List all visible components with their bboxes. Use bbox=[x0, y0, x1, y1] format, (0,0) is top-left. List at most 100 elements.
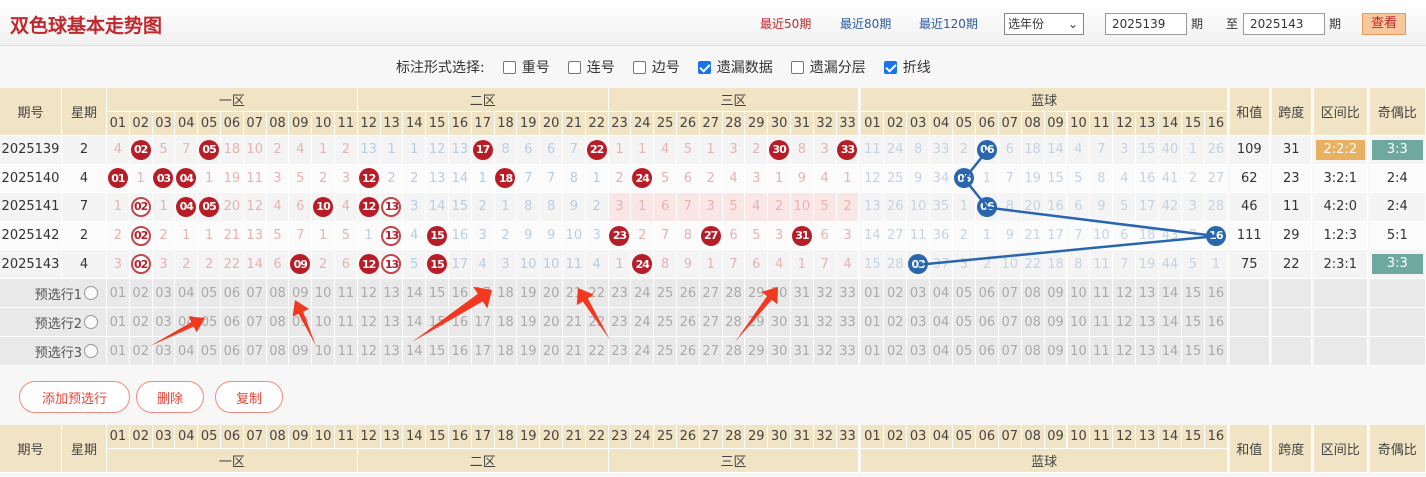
preselect-number[interactable]: 32 bbox=[813, 337, 837, 366]
preselect-number[interactable]: 21 bbox=[563, 279, 586, 308]
preselect-number[interactable]: 07 bbox=[243, 308, 267, 337]
option-checkbox[interactable] bbox=[697, 60, 711, 74]
preselect-number[interactable]: 13 bbox=[380, 308, 404, 337]
preselect-number[interactable]: 07 bbox=[243, 279, 267, 308]
preselect-number[interactable]: 03 bbox=[907, 279, 931, 308]
preselect-number[interactable]: 14 bbox=[1159, 279, 1182, 308]
preselect-number[interactable]: 02 bbox=[129, 279, 153, 308]
preselect-number[interactable]: 13 bbox=[380, 279, 404, 308]
preselect-number[interactable]: 25 bbox=[654, 279, 677, 308]
preselect-number[interactable]: 01 bbox=[107, 337, 130, 366]
preselect-number[interactable]: 11 bbox=[1090, 308, 1114, 337]
preselect-number[interactable]: 12 bbox=[357, 337, 381, 366]
option-label[interactable]: 遗漏分层 bbox=[809, 60, 866, 76]
preselect-number[interactable]: 01 bbox=[107, 308, 130, 337]
preselect-number[interactable]: 05 bbox=[953, 279, 976, 308]
preselect-radio[interactable] bbox=[84, 344, 98, 358]
preselect-number[interactable]: 04 bbox=[175, 337, 199, 366]
preselect-number[interactable]: 01 bbox=[861, 308, 885, 337]
preselect-number[interactable]: 29 bbox=[745, 279, 769, 308]
preselect-number[interactable]: 31 bbox=[791, 308, 814, 337]
preselect-number[interactable]: 32 bbox=[813, 279, 837, 308]
preselect-number[interactable]: 11 bbox=[335, 308, 358, 337]
preselect-number[interactable]: 10 bbox=[312, 308, 335, 337]
preselect-number[interactable]: 13 bbox=[380, 337, 404, 366]
recent-80-link[interactable]: 最近80期 bbox=[840, 17, 892, 31]
preselect-number[interactable]: 16 bbox=[449, 279, 472, 308]
preselect-number[interactable]: 24 bbox=[631, 308, 655, 337]
preselect-number[interactable]: 13 bbox=[1136, 279, 1160, 308]
preselect-number[interactable]: 06 bbox=[975, 279, 999, 308]
preselect-number[interactable]: 10 bbox=[312, 279, 335, 308]
preselect-number[interactable]: 28 bbox=[722, 337, 746, 366]
preselect-number[interactable]: 15 bbox=[426, 337, 449, 366]
preselect-number[interactable]: 09 bbox=[1044, 337, 1068, 366]
preselect-number[interactable]: 06 bbox=[975, 337, 999, 366]
preselect-number[interactable]: 30 bbox=[768, 308, 791, 337]
preselect-number[interactable]: 05 bbox=[198, 279, 221, 308]
preselect-number[interactable]: 24 bbox=[631, 337, 655, 366]
preselect-number[interactable]: 26 bbox=[677, 279, 700, 308]
preselect-number[interactable]: 21 bbox=[563, 337, 586, 366]
preselect-number[interactable]: 24 bbox=[631, 279, 655, 308]
preselect-number[interactable]: 15 bbox=[1182, 308, 1205, 337]
preselect-number[interactable]: 09 bbox=[289, 337, 313, 366]
preselect-number[interactable]: 04 bbox=[930, 337, 953, 366]
option-checkbox[interactable] bbox=[632, 60, 646, 74]
preselect-number[interactable]: 16 bbox=[1204, 337, 1228, 366]
from-issue-input[interactable]: 2025139 bbox=[1105, 13, 1187, 35]
preselect-number[interactable]: 20 bbox=[540, 308, 563, 337]
preselect-number[interactable]: 12 bbox=[1113, 308, 1137, 337]
recent-50-link[interactable]: 最近50期 bbox=[760, 17, 812, 31]
preselect-number[interactable]: 11 bbox=[1090, 279, 1114, 308]
preselect-number[interactable]: 15 bbox=[426, 308, 449, 337]
preselect-number[interactable]: 20 bbox=[540, 337, 563, 366]
preselect-number[interactable]: 20 bbox=[540, 279, 563, 308]
preselect-number[interactable]: 06 bbox=[221, 279, 244, 308]
preselect-number[interactable]: 01 bbox=[861, 337, 885, 366]
preselect-number[interactable]: 14 bbox=[1159, 337, 1182, 366]
preselect-number[interactable]: 12 bbox=[357, 308, 381, 337]
preselect-radio[interactable] bbox=[84, 315, 98, 329]
preselect-number[interactable]: 33 bbox=[836, 308, 860, 337]
preselect-number[interactable]: 02 bbox=[129, 337, 153, 366]
preselect-number[interactable]: 30 bbox=[768, 337, 791, 366]
preselect-number[interactable]: 03 bbox=[152, 337, 176, 366]
preselect-number[interactable]: 23 bbox=[608, 337, 632, 366]
preselect-number[interactable]: 06 bbox=[221, 308, 244, 337]
preselect-number[interactable]: 15 bbox=[1182, 279, 1205, 308]
preselect-number[interactable]: 11 bbox=[335, 337, 358, 366]
preselect-number[interactable]: 02 bbox=[884, 279, 908, 308]
preselect-number[interactable]: 05 bbox=[198, 308, 221, 337]
issue-header[interactable]: 期号 bbox=[0, 88, 62, 136]
preselect-number[interactable]: 08 bbox=[266, 279, 290, 308]
option-checkbox[interactable] bbox=[883, 60, 897, 74]
preselect-number[interactable]: 14 bbox=[403, 337, 427, 366]
preselect-number[interactable]: 01 bbox=[107, 279, 130, 308]
preselect-number[interactable]: 18 bbox=[494, 337, 518, 366]
preselect-number[interactable]: 07 bbox=[243, 337, 267, 366]
preselect-number[interactable]: 02 bbox=[129, 308, 153, 337]
preselect-number[interactable]: 13 bbox=[1136, 337, 1160, 366]
option-label[interactable]: 连号 bbox=[586, 60, 615, 76]
preselect-number[interactable]: 19 bbox=[517, 308, 541, 337]
copy-button[interactable]: 复制 bbox=[215, 381, 283, 413]
option-label[interactable]: 遗漏数据 bbox=[716, 60, 773, 76]
preselect-number[interactable]: 10 bbox=[312, 337, 335, 366]
preselect-number[interactable]: 23 bbox=[608, 279, 632, 308]
preselect-number[interactable]: 07 bbox=[998, 279, 1022, 308]
preselect-number[interactable]: 27 bbox=[699, 337, 723, 366]
preselect-number[interactable]: 22 bbox=[585, 279, 609, 308]
preselect-number[interactable]: 10 bbox=[1067, 308, 1091, 337]
preselect-number[interactable]: 05 bbox=[953, 308, 976, 337]
preselect-number[interactable]: 27 bbox=[699, 308, 723, 337]
preselect-number[interactable]: 18 bbox=[494, 279, 518, 308]
preselect-number[interactable]: 22 bbox=[585, 308, 609, 337]
issue-header[interactable]: 期号 bbox=[0, 425, 62, 473]
preselect-number[interactable]: 12 bbox=[1113, 337, 1137, 366]
preselect-number[interactable]: 03 bbox=[907, 337, 931, 366]
preselect-number[interactable]: 07 bbox=[998, 337, 1022, 366]
recent-120-link[interactable]: 最近120期 bbox=[919, 17, 978, 31]
preselect-number[interactable]: 16 bbox=[449, 308, 472, 337]
preselect-number[interactable]: 04 bbox=[930, 308, 953, 337]
